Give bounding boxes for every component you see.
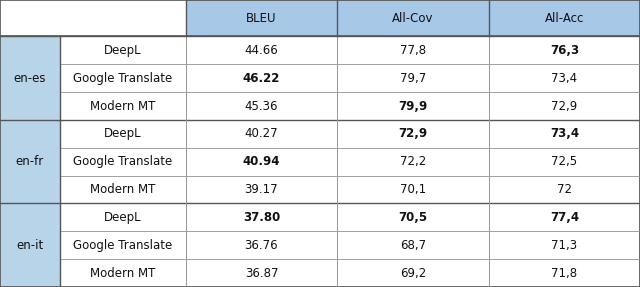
Text: 77,4: 77,4 (550, 211, 579, 224)
Text: DeepL: DeepL (104, 127, 141, 140)
Bar (489, 64, 640, 92)
Text: 36.76: 36.76 (244, 239, 278, 252)
Text: 76,3: 76,3 (550, 44, 579, 57)
Bar (186, 120, 337, 148)
Bar (489, 92, 640, 120)
Text: 73,4: 73,4 (552, 72, 577, 85)
Bar (60, 0, 186, 36)
Text: Google Translate: Google Translate (73, 239, 172, 252)
Text: 79,9: 79,9 (399, 100, 428, 113)
Text: DeepL: DeepL (104, 211, 141, 224)
Text: 72,5: 72,5 (552, 155, 577, 168)
Bar (337, 231, 489, 259)
Bar (186, 0, 337, 36)
Text: 72: 72 (557, 183, 572, 196)
Bar (60, 231, 186, 259)
Text: 72,9: 72,9 (551, 100, 578, 113)
Text: All-Cov: All-Cov (392, 12, 434, 25)
Text: en-fr: en-fr (15, 155, 44, 168)
Bar (337, 148, 489, 176)
Bar (0, 0, 60, 36)
Text: Modern MT: Modern MT (90, 100, 156, 113)
Text: 68,7: 68,7 (400, 239, 426, 252)
Text: DeepL: DeepL (104, 44, 141, 57)
Bar (186, 176, 337, 203)
Bar (489, 203, 640, 231)
Text: 37.80: 37.80 (243, 211, 280, 224)
Bar (60, 92, 186, 120)
Text: Google Translate: Google Translate (73, 155, 172, 168)
Bar (489, 0, 640, 36)
Text: 72,9: 72,9 (399, 127, 428, 140)
Bar (337, 203, 489, 231)
Text: 79,7: 79,7 (400, 72, 426, 85)
Bar (186, 259, 337, 287)
Text: Google Translate: Google Translate (73, 72, 172, 85)
Bar (0, 120, 60, 203)
Bar (0, 36, 60, 120)
Text: 36.87: 36.87 (244, 267, 278, 280)
Bar (60, 64, 186, 92)
Bar (60, 148, 186, 176)
Text: BLEU: BLEU (246, 12, 276, 25)
Bar (186, 36, 337, 64)
Bar (337, 92, 489, 120)
Text: All-Acc: All-Acc (545, 12, 584, 25)
Text: Modern MT: Modern MT (90, 267, 156, 280)
Bar (60, 259, 186, 287)
Text: 46.22: 46.22 (243, 72, 280, 85)
Bar (0, 203, 60, 287)
Bar (489, 148, 640, 176)
Bar (337, 64, 489, 92)
Bar (60, 36, 186, 64)
Bar (489, 176, 640, 203)
Bar (489, 259, 640, 287)
Text: 44.66: 44.66 (244, 44, 278, 57)
Bar (186, 92, 337, 120)
Bar (489, 120, 640, 148)
Text: 45.36: 45.36 (244, 100, 278, 113)
Text: 71,3: 71,3 (552, 239, 577, 252)
Bar (337, 120, 489, 148)
Bar (489, 36, 640, 64)
Bar (337, 176, 489, 203)
Bar (60, 120, 186, 148)
Text: en-it: en-it (16, 239, 44, 252)
Bar (60, 176, 186, 203)
Bar (337, 0, 489, 36)
Bar (489, 231, 640, 259)
Text: 70,1: 70,1 (400, 183, 426, 196)
Text: 39.17: 39.17 (244, 183, 278, 196)
Bar (186, 231, 337, 259)
Text: 71,8: 71,8 (552, 267, 577, 280)
Text: 40.27: 40.27 (244, 127, 278, 140)
Bar (60, 203, 186, 231)
Bar (186, 64, 337, 92)
Text: 40.94: 40.94 (243, 155, 280, 168)
Text: en-es: en-es (13, 72, 46, 85)
Bar (186, 203, 337, 231)
Text: 70,5: 70,5 (399, 211, 428, 224)
Bar (337, 259, 489, 287)
Text: 69,2: 69,2 (400, 267, 426, 280)
Text: Modern MT: Modern MT (90, 183, 156, 196)
Text: 73,4: 73,4 (550, 127, 579, 140)
Text: 77,8: 77,8 (400, 44, 426, 57)
Bar (186, 148, 337, 176)
Bar (337, 36, 489, 64)
Text: 72,2: 72,2 (400, 155, 426, 168)
